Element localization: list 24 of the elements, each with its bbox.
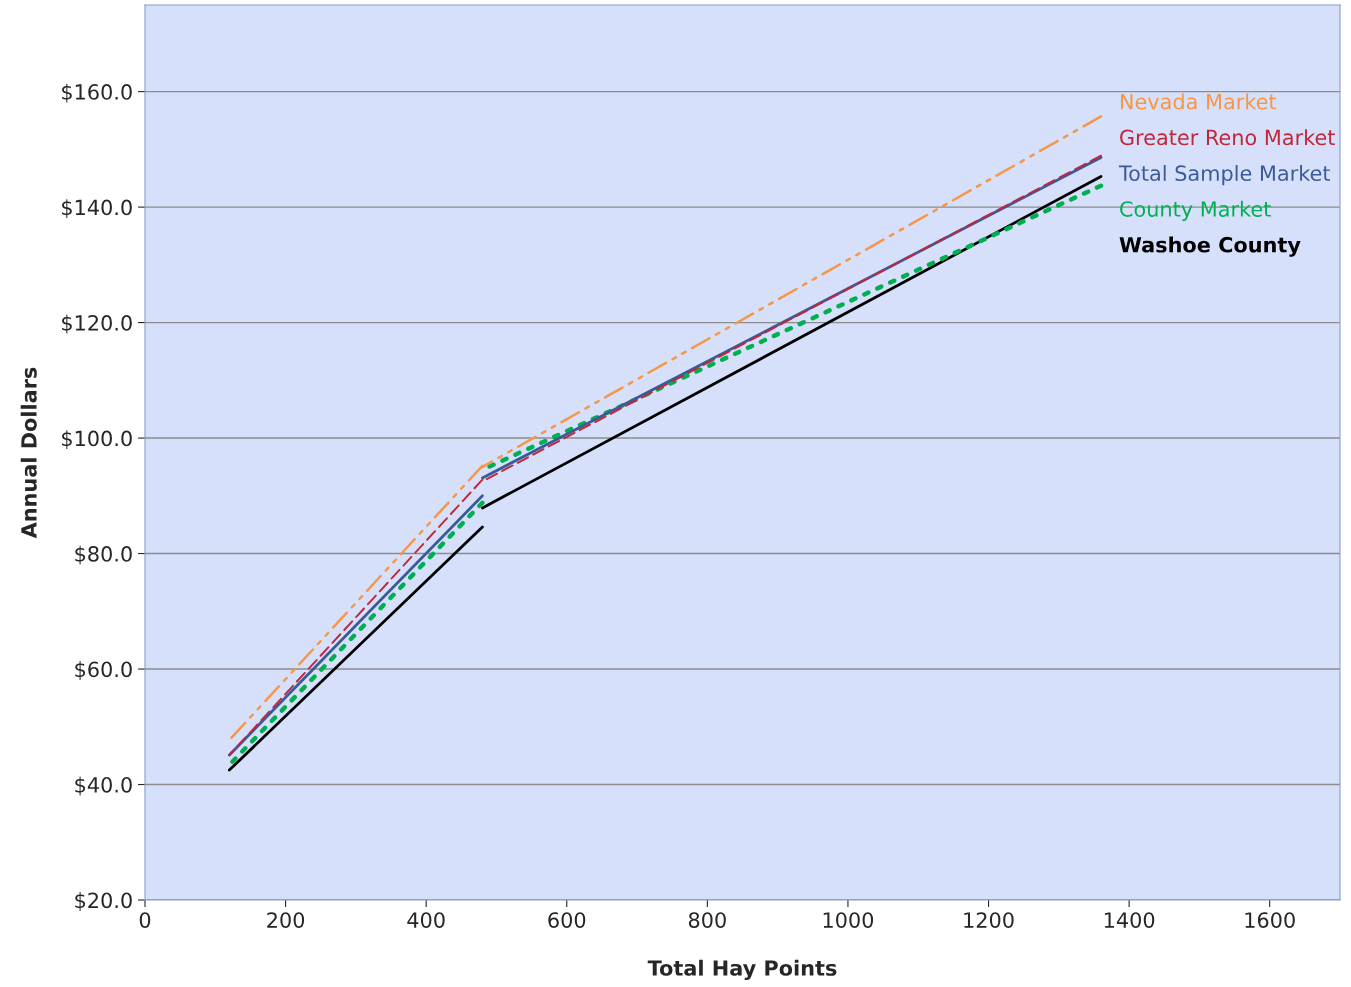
y-tick-label: $60.0 bbox=[75, 661, 132, 681]
x-tick-label: 1200 bbox=[964, 912, 1014, 928]
y-tick-label: $100.0 bbox=[62, 430, 132, 450]
y-tick-label: $40.0 bbox=[75, 776, 132, 796]
y-tick-label: $140.0 bbox=[62, 199, 132, 219]
x-tick-label: 1000 bbox=[823, 912, 874, 928]
x-tick-label: 200 bbox=[267, 912, 305, 928]
series-label: Total Sample Market bbox=[1118, 164, 1331, 186]
series-label: County Market bbox=[1120, 200, 1271, 221]
series-label: Nevada Market bbox=[1120, 93, 1277, 110]
x-tick-label: 1600 bbox=[1245, 912, 1295, 928]
x-axis-title: Total Hay Points bbox=[647, 959, 837, 981]
y-axis-title: Annual Dollars bbox=[20, 367, 37, 539]
series-label: Greater Reno Market bbox=[1120, 129, 1335, 146]
y-tick-label: $160.0 bbox=[62, 83, 132, 103]
x-tick-label: 600 bbox=[548, 912, 586, 928]
x-tick-label: 400 bbox=[407, 912, 445, 928]
x-tick-label: 800 bbox=[688, 912, 726, 928]
x-tick-label: 0 bbox=[139, 912, 151, 928]
text: Washoe County bbox=[1119, 236, 1301, 257]
x-tick-label: 1400 bbox=[1104, 912, 1155, 928]
y-tick-label: $20.0 bbox=[75, 892, 132, 911]
y-tick-label: $80.0 bbox=[75, 545, 132, 565]
y-tick-label: $120.0 bbox=[62, 314, 132, 334]
